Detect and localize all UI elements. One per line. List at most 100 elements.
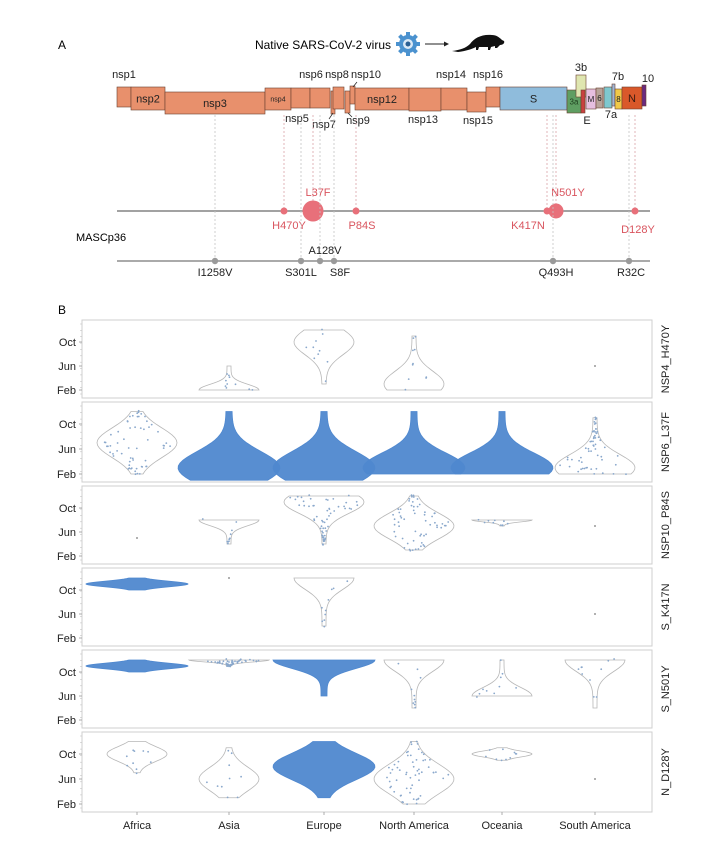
data-point: [416, 743, 419, 745]
data-point: [169, 445, 172, 447]
y-tick-label: Jun: [58, 444, 76, 456]
data-point: [485, 755, 487, 758]
data-point: [144, 415, 146, 418]
violin-asia: [177, 411, 281, 481]
data-point: [389, 786, 392, 789]
data-point: [410, 494, 413, 497]
data-point: [577, 668, 580, 670]
data-point: [424, 511, 426, 514]
data-point: [590, 450, 592, 452]
data-point: [130, 467, 133, 469]
violin-shape: [106, 741, 168, 774]
data-point: [400, 516, 403, 519]
data-point: [412, 505, 415, 508]
data-point: [581, 467, 584, 470]
data-point: [476, 696, 478, 698]
data-point: [423, 545, 426, 548]
data-point: [585, 466, 588, 469]
data-point: [324, 380, 327, 383]
data-point: [506, 522, 509, 525]
violin-shape: [272, 741, 376, 799]
violin-shape: [272, 659, 376, 697]
mutation-label: I1258V: [198, 267, 234, 279]
data-point: [322, 540, 325, 543]
gene-block-nsp16: [485, 86, 501, 108]
data-point: [332, 587, 335, 590]
facet-label: NSP6_L37F: [660, 412, 672, 472]
data-point: [321, 620, 324, 623]
y-tick-label: Jun: [58, 691, 76, 703]
gene-block-6: [595, 87, 604, 109]
data-point: [248, 388, 251, 391]
mutation-label: K417N: [511, 220, 545, 232]
data-point: [559, 464, 561, 467]
data-point: [403, 547, 406, 549]
data-point: [483, 521, 486, 524]
data-point: [410, 504, 413, 507]
data-point: [324, 527, 327, 530]
data-point: [389, 772, 392, 774]
data-point: [224, 385, 227, 387]
data-point: [303, 504, 306, 507]
violin-europe: [293, 328, 355, 385]
data-point: [493, 692, 496, 695]
data-point: [492, 521, 495, 524]
data-point: [420, 771, 423, 774]
data-point: [420, 545, 422, 548]
data-point: [147, 750, 150, 753]
data-point: [330, 588, 333, 591]
data-point: [594, 448, 597, 450]
data-point: [447, 773, 450, 776]
data-point: [326, 360, 329, 363]
y-tick-label: Oct: [59, 503, 76, 515]
data-point: [578, 459, 580, 462]
violin-africa: [85, 659, 189, 673]
data-point: [312, 346, 315, 349]
data-point: [405, 787, 408, 790]
data-point: [593, 436, 595, 438]
violin-shape: [85, 659, 189, 673]
data-point: [308, 505, 310, 508]
data-point: [345, 501, 348, 504]
data-point: [135, 772, 138, 775]
data-point: [226, 664, 229, 667]
mutation-dot: [352, 207, 360, 215]
data-point: [603, 446, 606, 449]
data-point: [407, 378, 410, 380]
mutation-tracks: H470Y L37F P84S K417N N501Y D128Y I1258V S301L A…: [117, 115, 655, 279]
data-point: [416, 505, 419, 508]
data-point: [410, 743, 413, 746]
data-point: [146, 420, 148, 423]
violin-shape: [198, 747, 260, 799]
data-point: [594, 365, 596, 367]
data-point: [601, 458, 603, 461]
data-point: [398, 769, 401, 771]
facet-nsp4_h470y: Feb Jun Oct NSP4_H470Y: [57, 319, 672, 399]
data-point: [501, 672, 504, 675]
violin-africa: [106, 741, 168, 775]
y-tick-label: Oct: [59, 419, 76, 431]
data-point: [228, 540, 230, 542]
gene-block-7b: [611, 83, 616, 107]
data-point: [614, 463, 617, 466]
data-point: [418, 779, 420, 782]
data-point: [393, 523, 396, 526]
data-point: [226, 373, 229, 375]
data-point: [584, 447, 587, 450]
data-point: [241, 661, 243, 664]
facet-label: NSP4_H470Y: [660, 324, 672, 393]
data-point: [355, 500, 358, 503]
gene-label: nsp7: [312, 119, 336, 131]
gene-block-nsp14: [440, 87, 468, 111]
violin-europe: [272, 659, 376, 697]
data-point: [228, 664, 231, 667]
violin-shape: [293, 577, 355, 627]
violin-south-america: [594, 365, 596, 367]
data-point: [321, 333, 324, 335]
data-point: [424, 759, 427, 761]
data-point: [329, 512, 332, 515]
data-point: [251, 389, 254, 391]
violin-shape: [177, 411, 281, 481]
data-point: [128, 464, 131, 467]
data-point: [227, 542, 229, 545]
